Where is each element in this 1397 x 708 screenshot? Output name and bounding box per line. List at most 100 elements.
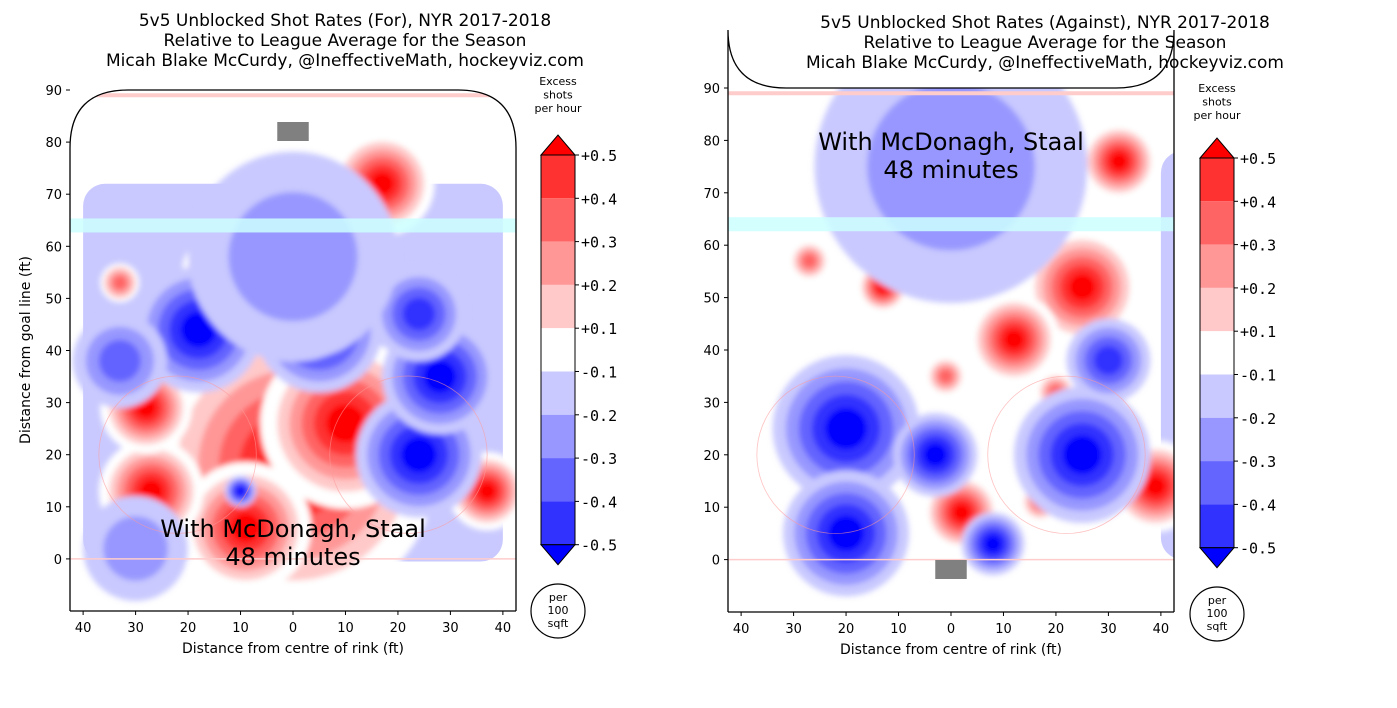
hotspot-7: [926, 356, 966, 396]
hotspot-1: [180, 462, 312, 594]
x-tick-label: 40: [75, 621, 92, 636]
y-axis-label: Distance from goal line (ft): [18, 256, 34, 444]
hotspot-15: [72, 313, 168, 409]
hotspot-ring: [400, 436, 437, 473]
hotspot-ring: [1003, 329, 1025, 351]
hotspot-6: [968, 293, 1060, 386]
y-tick-label: 0: [54, 553, 62, 568]
colorbar-segment: [541, 371, 575, 415]
hotspot-ring: [112, 275, 127, 290]
colorbar-tick-label: +0.1: [581, 320, 617, 338]
colorbar-tick-label: +0.4: [1240, 193, 1276, 211]
hotspot-17: [893, 412, 978, 497]
colorbar-segment: [1200, 417, 1234, 462]
x-tick-label: 20: [838, 622, 855, 637]
colorbar-segment: [541, 414, 575, 459]
hotspot-ring: [1093, 345, 1124, 376]
blue-line: [728, 217, 1174, 232]
chart-subtitle: Relative to League Average for the Seaso…: [863, 33, 1227, 53]
hotspot-ring: [1062, 435, 1102, 475]
x-tick-label: 30: [785, 622, 802, 637]
hotspot-ring: [825, 407, 868, 450]
hotspot-ring: [802, 253, 817, 268]
colorbar-title: shots: [543, 89, 573, 102]
colorbar-tick-label: -0.1: [1240, 367, 1276, 385]
colorbar-segment: [1200, 461, 1234, 505]
annotation-text: 48 minutes: [225, 543, 360, 571]
colorbar-segment: [1200, 504, 1234, 548]
hotspot-14: [783, 470, 910, 597]
hotspot-ring: [828, 515, 865, 552]
colorbar-tick-label: +0.2: [1240, 280, 1276, 298]
colorbar-segment: [541, 155, 575, 199]
y-tick-label: 30: [45, 397, 62, 412]
colorbar-segment: [1200, 201, 1234, 245]
hotspot-ring: [1109, 152, 1128, 171]
colorbar-segment: [1200, 331, 1234, 375]
x-tick-label: 10: [890, 622, 907, 637]
colorbar-title: Excess: [539, 75, 577, 88]
colorbar-title: shots: [1202, 96, 1232, 109]
colorbar-segment: [1200, 287, 1234, 332]
x-tick-label: 30: [442, 621, 459, 636]
hotspot-16: [83, 496, 189, 601]
colorbar-tick-label: +0.4: [581, 190, 617, 208]
annotation-text: With McDonagh, Staal: [818, 128, 1084, 156]
x-tick-label: 20: [390, 621, 407, 636]
y-tick-label: 50: [45, 292, 62, 307]
rink-outline: [69, 89, 517, 611]
y-tick-label: 60: [45, 240, 62, 255]
hotspot-ring: [98, 339, 141, 382]
unit-circle-text: per: [549, 591, 568, 604]
colorbar-title: Excess: [1198, 82, 1236, 95]
chart-panel-against: 5v5 Unblocked Shot Rates (Against), NYR …: [700, 0, 1390, 708]
colorbar-tick-label: -0.4: [581, 493, 617, 511]
unit-circle-text: sqft: [548, 617, 569, 630]
colorbar-tick-label: -0.1: [581, 364, 617, 382]
heatmap-area: [70, 93, 516, 610]
hotspot-ring: [230, 512, 261, 543]
y-tick-label: 40: [45, 345, 62, 360]
hotspot-18: [961, 512, 1025, 576]
y-tick-label: 20: [703, 449, 720, 464]
unit-circle-text: 100: [548, 604, 569, 617]
hotspot-19: [814, 30, 1088, 304]
hotspot-ring: [938, 369, 953, 384]
x-tick-label: 10: [337, 621, 354, 636]
colorbar-segment: [541, 458, 575, 502]
hotspot-ring: [1145, 475, 1167, 497]
unit-circle-text: 100: [1207, 607, 1228, 620]
hotspot-9: [100, 263, 140, 303]
hotspot-14: [371, 266, 467, 362]
hotspot-ring: [228, 192, 358, 322]
heatmap-area: [728, 30, 1174, 597]
colorbar-extend-bottom: [539, 544, 577, 566]
x-tick-label: 40: [495, 621, 512, 636]
hotspot-ring: [423, 360, 457, 394]
hotspot-ring: [180, 311, 217, 348]
y-tick-label: 70: [703, 187, 720, 202]
x-tick-label: 40: [1153, 622, 1170, 637]
colorbar-tick-label: +0.3: [581, 234, 617, 252]
hotspots-layer: [72, 131, 516, 610]
hotspot-16: [1066, 318, 1151, 403]
colorbar-segment: [541, 328, 575, 372]
colorbar-extend-top: [1198, 137, 1236, 159]
heatmap-svg-for: 40 30 20 10 0 10 20 30 400102030405060708090Dist…: [18, 75, 617, 657]
colorbar-tick-label: -0.2: [1240, 410, 1276, 428]
colorbar-tick-label: +0.2: [581, 277, 617, 295]
colorbar-tick-label: -0.2: [581, 407, 617, 425]
hotspot-ring: [478, 482, 497, 501]
faceoff-circle: [98, 375, 257, 534]
hotspot-17: [188, 151, 398, 362]
y-tick-label: 40: [703, 344, 720, 359]
goal-net: [935, 560, 967, 579]
hotspot-15: [1013, 386, 1151, 524]
hotspots-layer: [772, 30, 1174, 597]
colorbar-tick-label: -0.5: [581, 537, 617, 555]
hotspot-ring: [867, 82, 1035, 251]
colorbar-title: per hour: [1194, 109, 1241, 122]
colorbar-tick-label: -0.3: [581, 450, 617, 468]
x-tick-label: 30: [127, 621, 144, 636]
unit-circle-text: sqft: [1207, 620, 1228, 633]
